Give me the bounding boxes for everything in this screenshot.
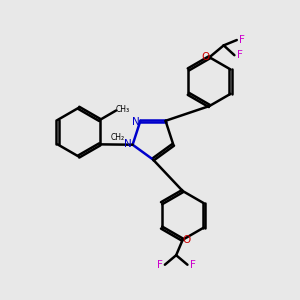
Text: O: O bbox=[182, 235, 190, 245]
Text: CH₂: CH₂ bbox=[111, 134, 125, 142]
Text: N: N bbox=[124, 139, 132, 149]
Text: F: F bbox=[157, 260, 162, 270]
Text: CH₃: CH₃ bbox=[116, 105, 130, 114]
Text: F: F bbox=[190, 260, 196, 270]
Text: F: F bbox=[237, 50, 243, 60]
Text: N: N bbox=[132, 117, 140, 127]
Text: O: O bbox=[202, 52, 210, 62]
Text: F: F bbox=[239, 35, 245, 45]
